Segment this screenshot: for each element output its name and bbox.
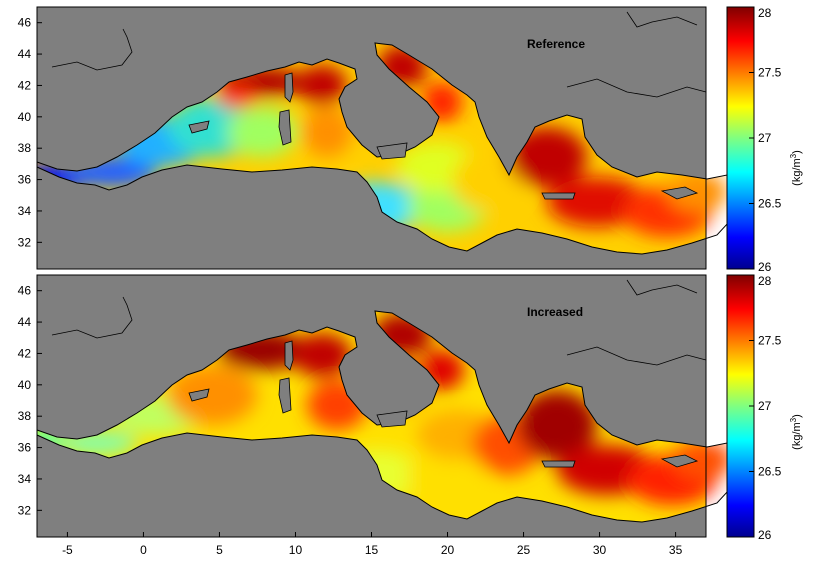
y-tick-label: 36 xyxy=(18,173,32,187)
y-tick-label: 42 xyxy=(18,78,32,92)
x-tick-label: 0 xyxy=(140,543,147,557)
island-corsica xyxy=(284,340,294,371)
y-tick-label: 44 xyxy=(18,47,32,61)
colorbar-tick-label: 26 xyxy=(758,528,772,542)
x-tick-label: 35 xyxy=(669,543,683,557)
island-sardinia xyxy=(278,377,292,414)
island-crete xyxy=(541,460,576,468)
y-tick-label: 32 xyxy=(18,235,32,249)
y-tick-label: 44 xyxy=(18,315,32,329)
y-tick-label: 36 xyxy=(18,441,32,455)
y-tick-label: 40 xyxy=(18,378,32,392)
y-axis-ticks: 32 34 36 38 40 42 44 46 xyxy=(18,284,42,517)
x-axis-ticks: -5 0 5 10 15 20 25 30 35 xyxy=(62,532,683,557)
y-tick-label: 38 xyxy=(18,409,32,423)
y-tick-label: 32 xyxy=(18,503,32,517)
y-tick-label: 46 xyxy=(18,16,32,30)
panel-title-reference: Reference xyxy=(527,37,585,51)
island-mallorca xyxy=(188,388,210,402)
panel-title-increased: Increased xyxy=(527,305,583,319)
border-line xyxy=(626,11,698,28)
colorbar-tick-label: 28 xyxy=(758,274,772,288)
colorbar-tick-label: 28 xyxy=(758,6,772,20)
island-mallorca xyxy=(188,120,210,134)
y-tick-label: 40 xyxy=(18,110,32,124)
colorbar-tick-label: 27.5 xyxy=(758,66,782,80)
x-tick-label: 30 xyxy=(593,543,607,557)
colorbar-tick-label: 26.5 xyxy=(758,197,782,211)
border-line xyxy=(566,346,707,366)
y-tick-label: 34 xyxy=(18,204,32,218)
x-tick-label: 10 xyxy=(289,543,303,557)
x-tick-label: -5 xyxy=(62,543,73,557)
island-corsica xyxy=(284,72,294,103)
x-tick-label: 5 xyxy=(216,543,223,557)
island-sicily xyxy=(376,142,408,160)
colorbar-tick-label: 27 xyxy=(758,399,772,413)
x-tick-label: 25 xyxy=(517,543,531,557)
island-sicily xyxy=(376,410,408,428)
colorbar-tick-label: 26.5 xyxy=(758,465,782,479)
island-sardinia xyxy=(278,109,292,146)
border-line xyxy=(51,28,133,71)
x-tick-label: 20 xyxy=(441,543,455,557)
colorbar-unit-label-bottom: (kg/m3) xyxy=(789,414,803,450)
map-panel-reference: Reference 32 34 36 38 40 42 44 46 xyxy=(18,6,735,270)
map-panel-increased: Increased 32 34 36 38 40 42 44 46 -5 0 5 10 15 20 25 3… xyxy=(18,274,735,557)
colorbar-increased: 26 26.5 27 27.5 28 xyxy=(726,274,782,542)
colorbar-unit-label-top: (kg/m3) xyxy=(789,150,803,186)
island-crete xyxy=(541,192,576,200)
colorbar-reference: 26 26.5 27 27.5 28 xyxy=(726,6,782,274)
y-tick-label: 42 xyxy=(18,346,32,360)
colorbar-tick-label: 26 xyxy=(758,260,772,274)
y-axis-ticks: 32 34 36 38 40 42 44 46 xyxy=(18,16,42,249)
y-tick-label: 38 xyxy=(18,141,32,155)
colorbar-tick-label: 27 xyxy=(758,131,772,145)
border-line xyxy=(51,296,133,339)
island-cyprus xyxy=(660,454,699,468)
colorbar-tick-label: 27.5 xyxy=(758,334,782,348)
x-tick-label: 15 xyxy=(365,543,379,557)
border-line xyxy=(566,78,707,98)
y-tick-label: 46 xyxy=(18,284,32,298)
border-line xyxy=(626,279,698,296)
panel-frame xyxy=(36,6,707,270)
y-tick-label: 34 xyxy=(18,472,32,486)
island-cyprus xyxy=(660,186,699,200)
